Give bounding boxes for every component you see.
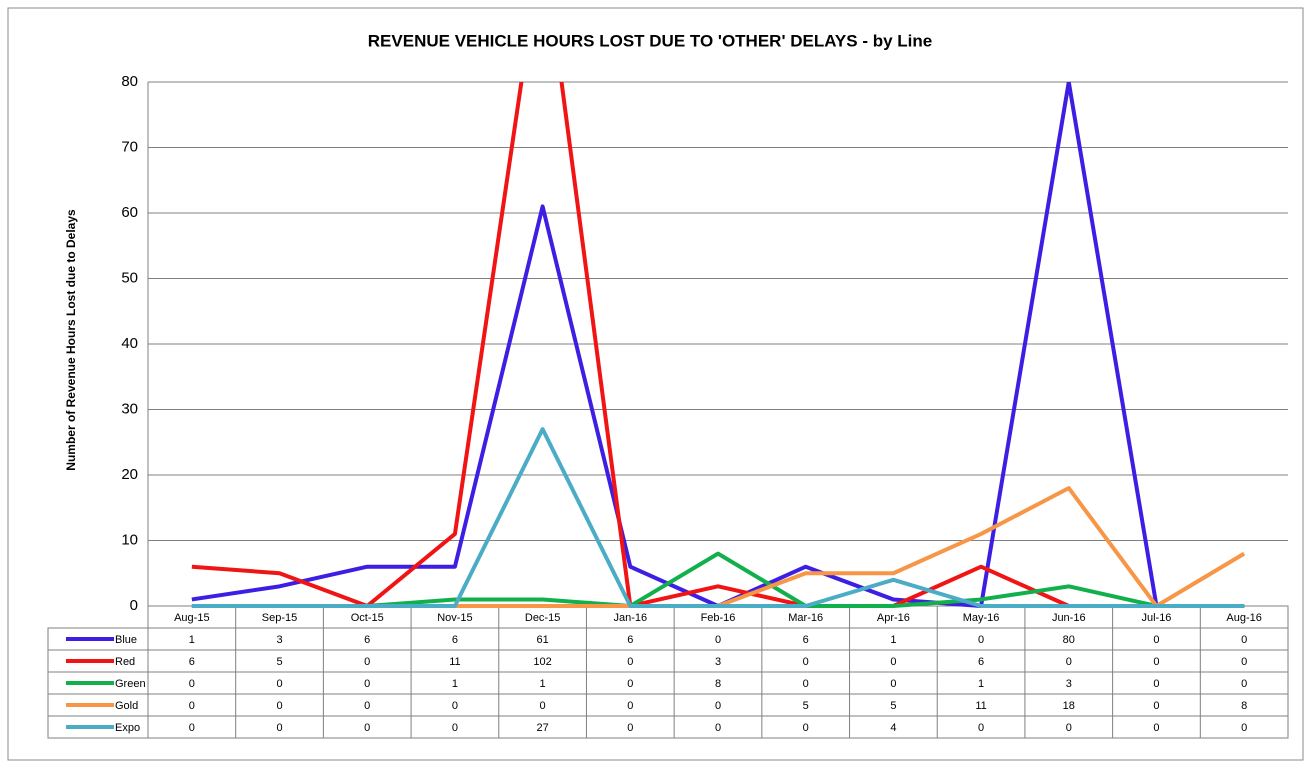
table-value: 0: [627, 678, 633, 690]
table-value: 4: [890, 722, 896, 734]
y-tick-label: 70: [121, 138, 138, 155]
table-value: 0: [364, 700, 370, 712]
x-tick-label: Feb-16: [701, 612, 736, 624]
table-value: 0: [276, 700, 282, 712]
y-tick-label: 10: [121, 531, 138, 548]
x-tick-label: Jul-16: [1141, 612, 1171, 624]
table-value: 0: [627, 722, 633, 734]
legend-label: Blue: [115, 634, 137, 646]
table-value: 0: [452, 700, 458, 712]
table-value: 0: [803, 722, 809, 734]
chart-frame: [7, 7, 1304, 761]
table-value: 0: [1153, 656, 1159, 668]
table-value: 0: [1241, 678, 1247, 690]
table-value: 0: [715, 722, 721, 734]
table-value: 0: [364, 678, 370, 690]
table-value: 0: [978, 634, 984, 646]
table-value: 0: [189, 700, 195, 712]
table-value: 0: [627, 656, 633, 668]
legend-label: Gold: [115, 700, 138, 712]
x-tick-label: Jun-16: [1052, 612, 1086, 624]
table-value: 5: [276, 656, 282, 668]
x-tick-label: Jan-16: [613, 612, 647, 624]
x-tick-label: Nov-15: [437, 612, 472, 624]
y-tick-label: 0: [130, 597, 138, 614]
table-value: 3: [1066, 678, 1072, 690]
table-value: 0: [715, 700, 721, 712]
table-value: 80: [1063, 634, 1075, 646]
table-value: 0: [1153, 700, 1159, 712]
table-value: 27: [536, 722, 548, 734]
table-value: 0: [627, 700, 633, 712]
table-value: 6: [627, 634, 633, 646]
chart-title: REVENUE VEHICLE HOURS LOST DUE TO 'OTHER…: [368, 31, 932, 50]
table-value: 1: [540, 678, 546, 690]
table-value: 5: [803, 700, 809, 712]
table-value: 0: [978, 722, 984, 734]
table-value: 8: [715, 678, 721, 690]
table-value: 0: [189, 678, 195, 690]
table-value: 0: [1066, 722, 1072, 734]
table-value: 0: [540, 700, 546, 712]
table-value: 0: [803, 656, 809, 668]
table-value: 0: [1241, 656, 1247, 668]
x-tick-label: Mar-16: [788, 612, 823, 624]
table-value: 0: [189, 722, 195, 734]
table-value: 5: [890, 700, 896, 712]
legend-label: Red: [115, 656, 135, 668]
table-value: 0: [1153, 722, 1159, 734]
table-value: 8: [1241, 700, 1247, 712]
y-tick-label: 30: [121, 400, 138, 417]
table-value: 0: [276, 722, 282, 734]
table-value: 1: [978, 678, 984, 690]
table-value: 0: [1153, 678, 1159, 690]
x-tick-label: Aug-16: [1226, 612, 1261, 624]
table-value: 0: [1241, 634, 1247, 646]
table-value: 0: [1153, 634, 1159, 646]
table-value: 1: [452, 678, 458, 690]
table-value: 1: [890, 634, 896, 646]
table-value: 0: [276, 678, 282, 690]
table-value: 6: [452, 634, 458, 646]
table-value: 3: [276, 634, 282, 646]
legend-label: Green: [115, 678, 146, 690]
x-tick-label: Apr-16: [877, 612, 910, 624]
table-value: 0: [715, 634, 721, 646]
table-value: 3: [715, 656, 721, 668]
x-tick-label: Sep-15: [262, 612, 297, 624]
y-tick-label: 20: [121, 466, 138, 483]
table-value: 0: [452, 722, 458, 734]
table-value: 0: [803, 678, 809, 690]
x-tick-label: Dec-15: [525, 612, 560, 624]
plot-lines: [191, 82, 1246, 608]
x-tick-label: Oct-15: [351, 612, 384, 624]
y-tick-label: 60: [121, 204, 138, 221]
table-value: 0: [364, 722, 370, 734]
table-value: 11: [449, 656, 460, 668]
y-tick-label: 40: [121, 335, 138, 352]
x-tick-label: May-16: [963, 612, 1000, 624]
table-value: 1: [189, 634, 195, 646]
table-value: 0: [1066, 656, 1072, 668]
x-tick-label: Aug-15: [174, 612, 209, 624]
table-value: 6: [803, 634, 809, 646]
table-value: 18: [1063, 700, 1075, 712]
table-value: 102: [533, 656, 551, 668]
series-line: [191, 427, 1245, 608]
table-value: 0: [1241, 722, 1247, 734]
y-tick-label: 80: [121, 73, 138, 90]
table-value: 6: [978, 656, 984, 668]
table-value: 61: [536, 634, 548, 646]
legend-label: Expo: [115, 722, 140, 734]
table-value: 0: [890, 678, 896, 690]
table-value: 6: [364, 634, 370, 646]
y-tick-label: 50: [121, 269, 138, 286]
y-axis-label: Number of Revenue Hours Lost due to Dela…: [64, 209, 78, 471]
table-value: 0: [890, 656, 896, 668]
table-value: 0: [364, 656, 370, 668]
table-value: 6: [189, 656, 195, 668]
table-value: 11: [975, 700, 986, 712]
